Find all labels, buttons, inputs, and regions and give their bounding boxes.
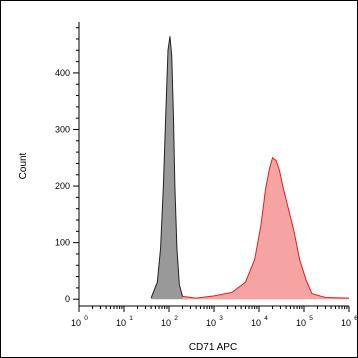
x-tick-exponent: 0 — [84, 315, 88, 322]
y-tick-label: 400 — [55, 68, 70, 78]
x-axis-label: CD71 APC — [189, 342, 237, 353]
x-tick-label: 10 3 — [206, 315, 223, 328]
x-tick-label: 10 5 — [296, 315, 313, 328]
y-axis-label: Count — [18, 152, 29, 179]
x-tick-base: 10 — [71, 318, 81, 328]
x-tick-exponent: 1 — [129, 315, 133, 322]
x-tick-base: 10 — [296, 318, 306, 328]
x-tick-label: 10 6 — [341, 315, 358, 328]
series-1-fill — [182, 157, 349, 300]
x-tick-base: 10 — [251, 318, 261, 328]
x-tick-label: 10 2 — [161, 315, 178, 328]
series-layer — [150, 36, 350, 300]
series-0-outline — [150, 36, 188, 300]
y-tick-label: 100 — [55, 238, 70, 248]
x-tick-label: 10 0 — [71, 315, 88, 328]
x-tick-exponent: 5 — [309, 315, 313, 322]
series-1-outline — [182, 156, 350, 299]
x-tick-base: 10 — [206, 318, 216, 328]
y-tick-label: 0 — [65, 294, 70, 304]
x-tick-exponent: 2 — [174, 315, 178, 322]
x-tick-base: 10 — [341, 318, 351, 328]
x-tick-exponent: 3 — [219, 315, 223, 322]
x-tick-base: 10 — [161, 318, 171, 328]
x-tick-exponent: 4 — [264, 315, 268, 322]
x-tick-exponent: 6 — [354, 315, 358, 322]
series-0-fill — [151, 36, 187, 300]
y-tick-label: 300 — [55, 124, 70, 134]
x-tick-label: 10 1 — [116, 315, 133, 328]
y-tick-label: 200 — [55, 181, 70, 191]
x-tick-label: 10 4 — [251, 315, 268, 328]
x-tick-base: 10 — [116, 318, 126, 328]
